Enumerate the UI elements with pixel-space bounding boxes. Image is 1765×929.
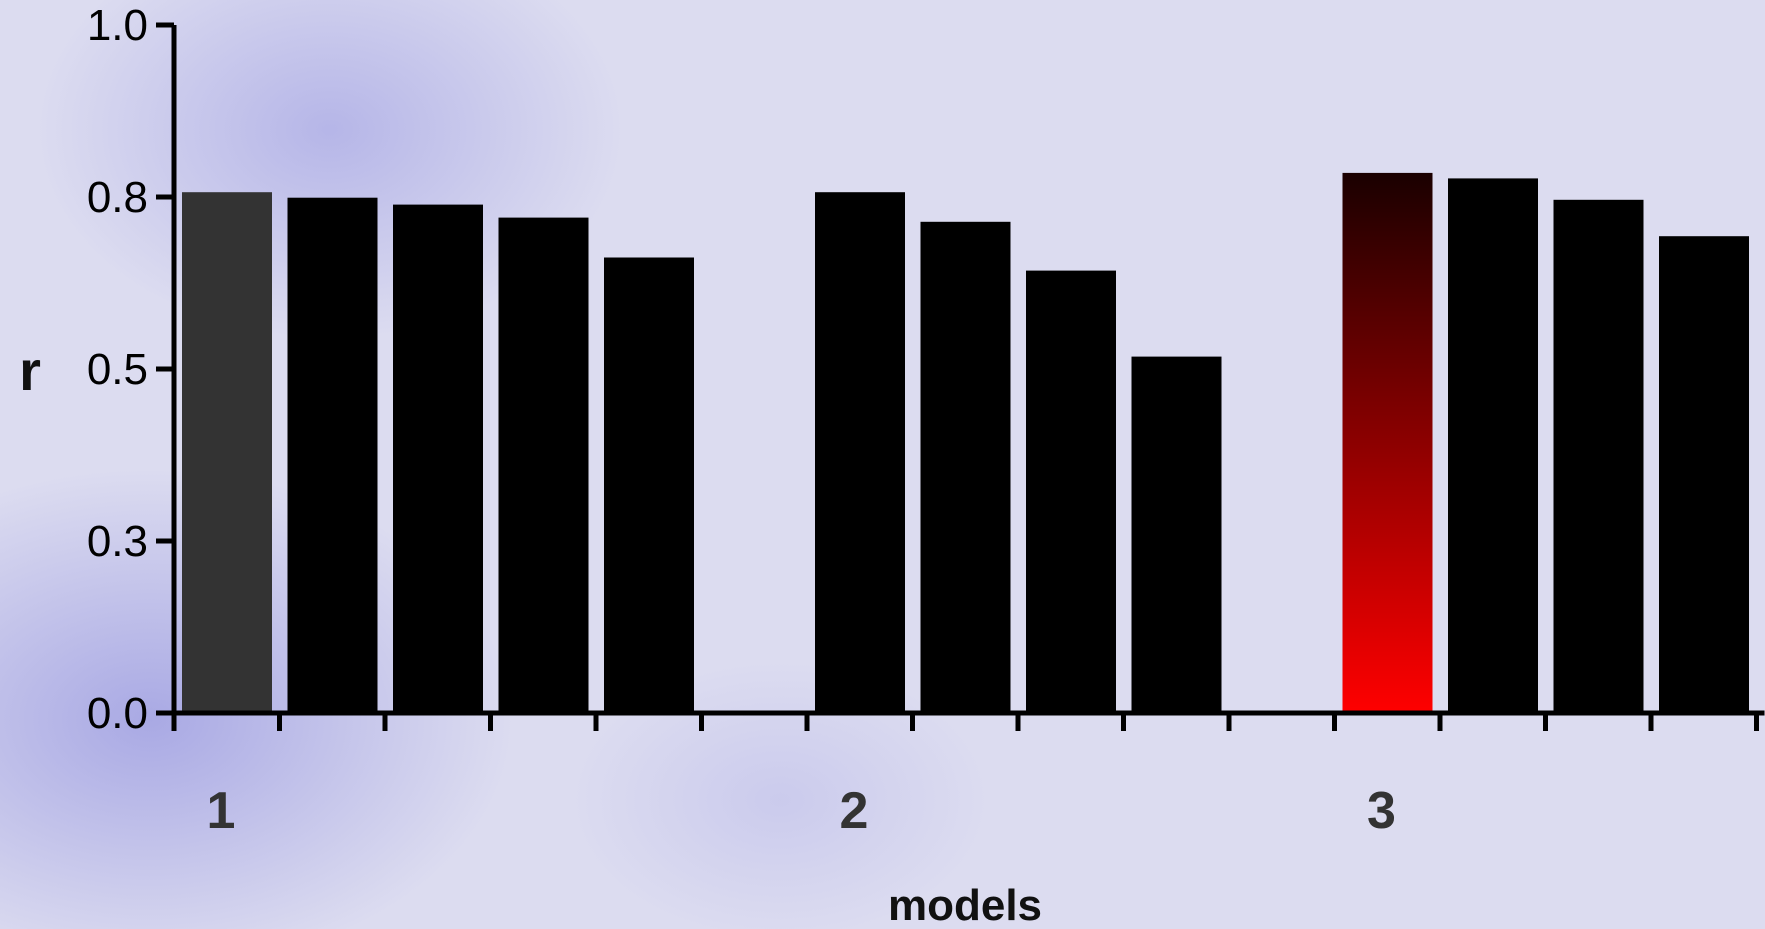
bar-group1-5 (604, 257, 694, 713)
group-label-2: 2 (840, 782, 869, 840)
y-tick-label: 1.0 (87, 1, 148, 50)
bar-group1-1 (182, 192, 272, 713)
bar-group3-2 (1448, 178, 1538, 713)
bar-group2-4 (1131, 356, 1222, 713)
x-axis-title: models (888, 881, 1042, 929)
bar-group3-1 (1342, 172, 1433, 713)
bar-group2-3 (1026, 270, 1116, 713)
y-tick-label: 0.8 (87, 173, 148, 222)
bar-group2-2 (920, 221, 1011, 714)
bar-group1-4 (498, 217, 589, 713)
bar-group1-3 (393, 204, 483, 713)
group-label-1: 1 (207, 782, 236, 840)
y-tick-label: 0.5 (87, 345, 148, 394)
group-label-3: 3 (1367, 782, 1396, 840)
bar-group3-4 (1659, 236, 1749, 713)
bar-group3-3 (1553, 199, 1644, 714)
y-tick-label: 0.3 (87, 517, 148, 566)
y-axis-title: r (19, 339, 41, 402)
y-tick-label: 0.0 (87, 689, 148, 738)
bar-group1-2 (287, 197, 378, 713)
bar-group2-1 (815, 192, 905, 713)
